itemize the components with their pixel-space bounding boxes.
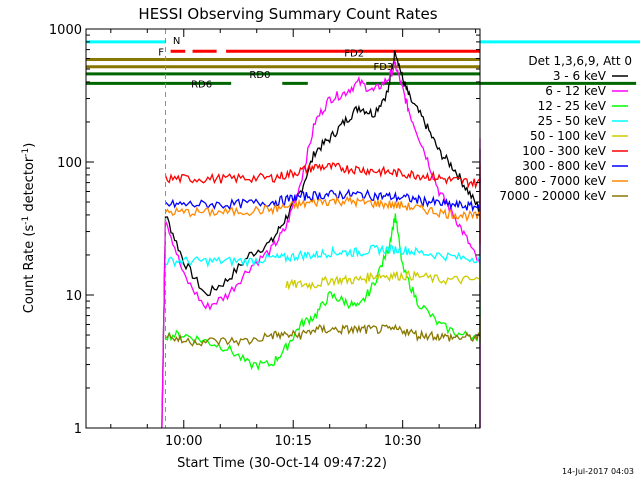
y-tick-label-3: 1000 [49, 23, 82, 38]
chart-title: HESSI Observing Summary Count Rates [138, 5, 437, 23]
axes: 1 10 100 1000 10:00 10:15 10:30 [49, 23, 480, 449]
y-axis-label: Count Rate (s-1 detector-1) [21, 143, 37, 314]
legend-label-3: 25 - 50 keV [538, 114, 607, 128]
x-tick-label-1: 10:15 [274, 434, 311, 449]
x-tick-label-0: 10:00 [165, 434, 202, 449]
flag-label-fd2: FD2 [344, 48, 364, 59]
y-tick-label-1: 10 [65, 289, 82, 304]
flag-label-rd0: RD0 [249, 70, 270, 81]
flag-label-fd3: FD3 [373, 62, 393, 73]
legend-label-8: 7000 - 20000 keV [499, 189, 606, 203]
legend-label-4: 50 - 100 keV [530, 129, 607, 143]
date-stamp: 14-Jul-2017 04:03 [562, 467, 634, 476]
y-axis-label-sup1: -1 [21, 216, 31, 225]
y-axis-label-sup2: -1 [21, 148, 31, 157]
legend-label-5: 100 - 300 keV [522, 144, 606, 158]
flag-label-rd6: RD6 [191, 79, 212, 90]
legend-label-1: 6 - 12 keV [545, 84, 607, 98]
flag-label-n: N [173, 36, 180, 47]
y-tick-label-0: 1 [74, 422, 82, 437]
flag-bars: NF FD2 FD3 RD0 RD6 [86, 36, 640, 90]
y-axis-label-part1: Count Rate (s [22, 225, 37, 314]
legend-label-6: 300 - 800 keV [522, 159, 606, 173]
y-axis-label-part3: ) [22, 143, 37, 148]
x-tick-label-2: 10:30 [384, 434, 421, 449]
y-axis-label-part2: detector [22, 156, 37, 216]
legend-label-2: 12 - 25 keV [538, 99, 607, 113]
x-axis-label: Start Time (30-Oct-14 09:47:22) [177, 456, 387, 471]
plot-frame [85, 28, 481, 429]
legend-header: Det 1,3,6,9, Att 0 [528, 54, 632, 68]
legend-label-7: 800 - 7000 keV [515, 174, 607, 188]
y-tick-label-2: 100 [57, 156, 82, 171]
legend-label-0: 3 - 6 keV [553, 69, 607, 83]
flag-label-f: F [158, 47, 164, 58]
